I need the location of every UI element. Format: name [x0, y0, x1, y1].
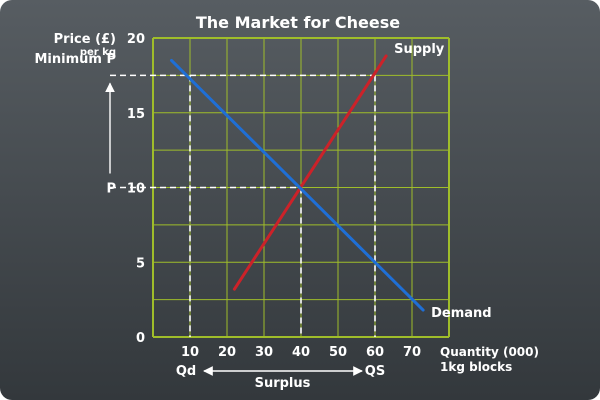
chart-title: The Market for Cheese — [196, 13, 400, 32]
y-tick-label-5: 5 — [136, 256, 145, 271]
y-tick-label-10: 10 — [127, 182, 145, 197]
x-axis-sublabel: 1kg blocks — [440, 360, 512, 374]
x-tick-label-10: 10 — [181, 345, 199, 360]
y-tick-label-20: 20 — [127, 32, 145, 47]
qs-label: QS — [365, 364, 385, 379]
x-axis-label: Quantity (000) — [440, 345, 539, 359]
x-tick-label-20: 20 — [218, 345, 236, 360]
qd-label: Qd — [176, 364, 196, 379]
y-tick-label-15: 15 — [127, 107, 145, 122]
y-axis-label: Price (£) — [54, 32, 116, 47]
y-tick-label-0: 0 — [136, 331, 145, 346]
x-tick-label-40: 40 — [292, 345, 310, 360]
demand-label: Demand — [431, 306, 492, 321]
supply-label: Supply — [394, 42, 445, 57]
x-tick-label-60: 60 — [366, 345, 384, 360]
x-tick-label-30: 30 — [255, 345, 273, 360]
surplus-label: Surplus — [255, 376, 311, 391]
x-tick-label-50: 50 — [329, 345, 347, 360]
x-tick-label-70: 70 — [403, 345, 421, 360]
equilibrium-price-label: P — [106, 182, 116, 197]
minimum-price-label: Minimum P — [34, 52, 116, 67]
